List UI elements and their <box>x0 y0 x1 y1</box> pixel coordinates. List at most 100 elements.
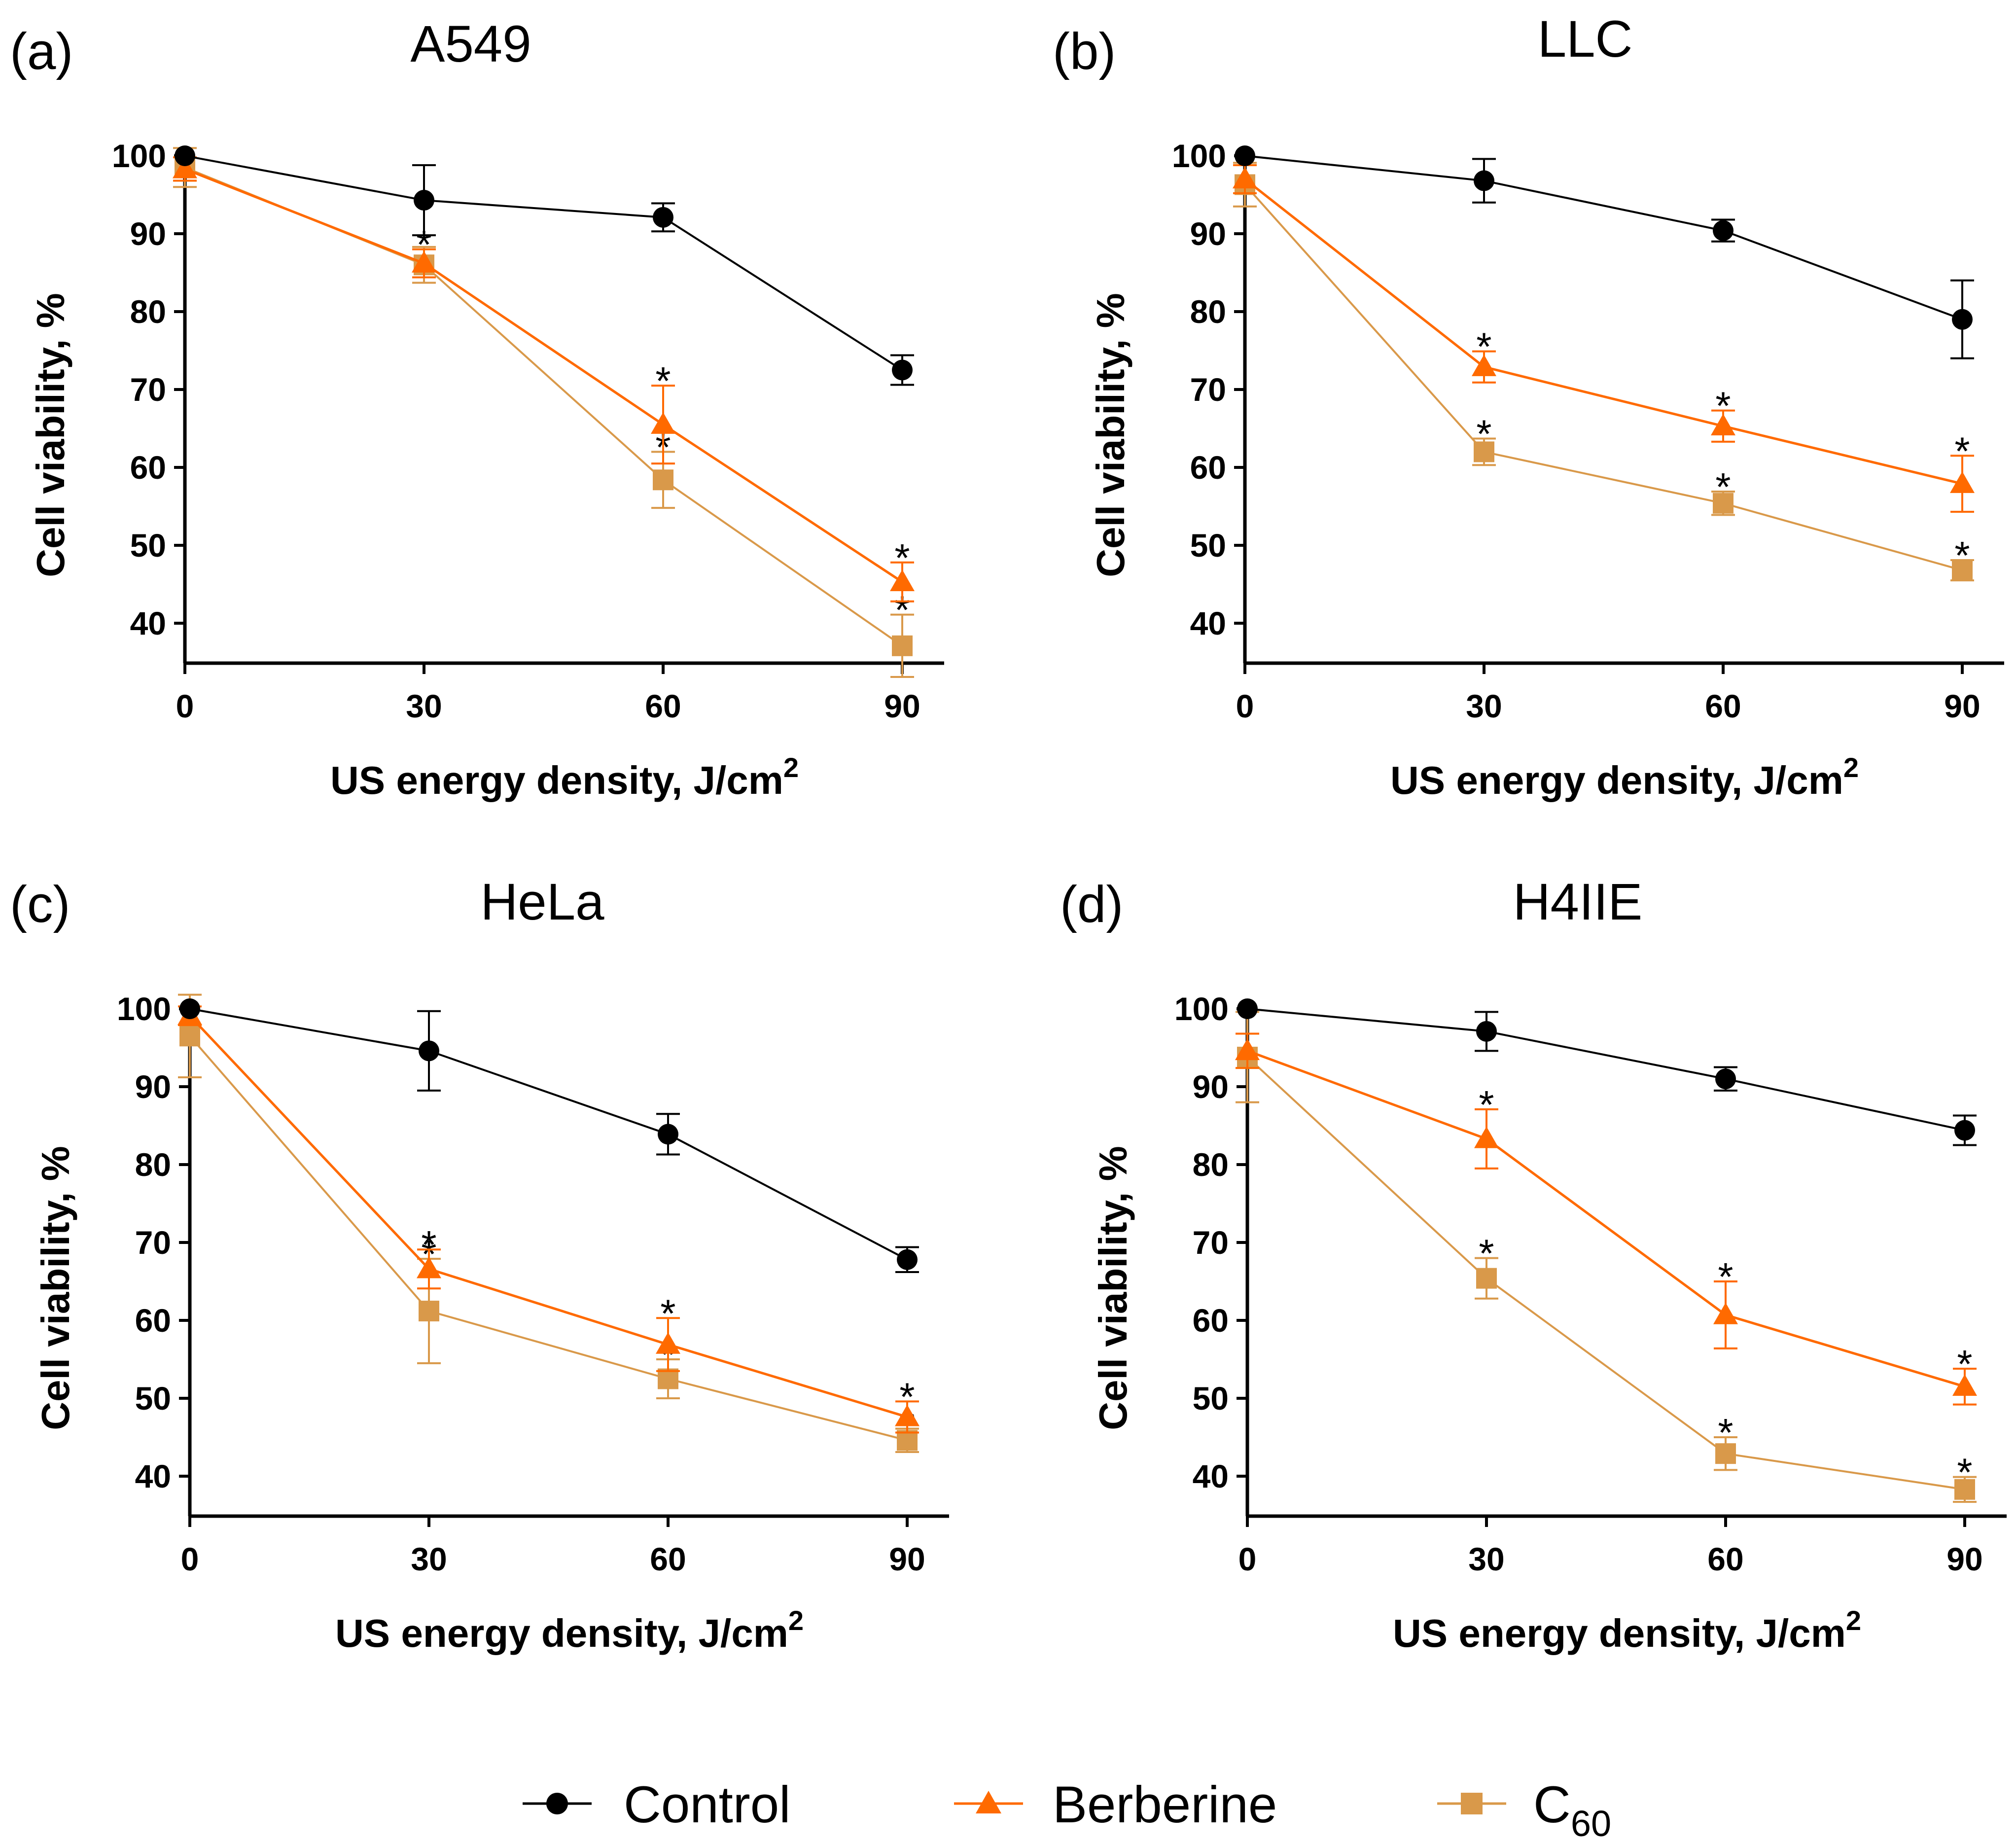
significance-star: * <box>899 1375 915 1418</box>
series-line <box>1247 1049 1965 1388</box>
x-tick-label: 60 <box>1705 688 1741 724</box>
y-tick-label: 40 <box>135 1458 171 1494</box>
x-tick-label: 90 <box>1944 688 1980 724</box>
data-point <box>895 1404 920 1426</box>
data-point <box>1235 1038 1260 1061</box>
data-point <box>179 1026 200 1047</box>
data-point <box>653 469 673 491</box>
data-point <box>890 569 915 592</box>
panel-llc: (b) LLC 40 50 60 70 80 90 100 0 30 60 90 US energy de… <box>1053 10 2004 802</box>
series-c60: * * * <box>1233 162 1974 582</box>
panel-label: (c) <box>10 876 70 933</box>
y-tick-label: 50 <box>1193 1380 1229 1417</box>
significance-star: * <box>1957 1342 1972 1386</box>
significance-star: * <box>655 359 671 403</box>
x-axis-label: US energy density, J/cm2 <box>335 1605 804 1655</box>
series-control <box>179 998 919 1274</box>
series-line <box>184 166 903 647</box>
y-tick-label: 50 <box>130 527 166 564</box>
data-point <box>1952 309 1973 330</box>
series-line <box>1244 178 1963 485</box>
x-axis-label: US energy density, J/cm2 <box>330 752 799 802</box>
series-line <box>189 1035 908 1442</box>
data-point <box>1235 145 1255 166</box>
data-point <box>892 359 913 381</box>
data-point <box>179 998 200 1019</box>
data-point <box>1715 1068 1736 1090</box>
y-tick-label: 60 <box>1193 1302 1229 1339</box>
legend: Control Berberine C60 <box>523 1776 1611 1844</box>
significance-star: * <box>1715 384 1731 428</box>
panel-label: (a) <box>10 23 73 80</box>
data-point <box>1237 998 1258 1019</box>
data-point <box>1472 355 1496 376</box>
series-berberine: *** <box>177 1003 920 1434</box>
data-point <box>1713 220 1733 241</box>
data-point <box>653 207 673 228</box>
significance-star: * <box>1954 429 1970 473</box>
x-tick-label: 30 <box>406 688 442 724</box>
significance-star: * <box>1479 1232 1494 1276</box>
significance-star: * <box>1476 325 1491 369</box>
significance-star: * <box>894 536 910 580</box>
y-tick-label: 100 <box>1174 991 1229 1027</box>
y-tick-label: 60 <box>130 449 166 486</box>
y-tick-label: 90 <box>130 215 166 252</box>
data-point <box>1952 1374 1977 1396</box>
data-point <box>1233 167 1257 189</box>
significance-star: * <box>1718 1411 1733 1454</box>
y-tick-label: 50 <box>135 1380 171 1417</box>
series-control <box>1235 145 1974 359</box>
panel-title: H4IIE <box>1513 873 1643 931</box>
x-tick-label: 0 <box>176 688 194 724</box>
panel-hela: (c) HeLa 40 50 60 70 80 90 100 0 30 60 90 US energy d… <box>10 873 949 1655</box>
x-tick-label: 60 <box>650 1541 686 1577</box>
series-control <box>175 145 914 386</box>
panel-h4iie: (d) H4IIE 40 50 60 70 80 90 100 0 30 60 90 US energy … <box>1060 873 2007 1655</box>
series-line <box>189 1015 908 1418</box>
significance-star: * <box>1718 1255 1733 1299</box>
y-tick-label: 40 <box>130 605 166 641</box>
y-axis-label: Cell viability, % <box>1089 293 1132 577</box>
data-point <box>892 635 913 656</box>
data-point <box>656 1332 680 1354</box>
y-tick-label: 100 <box>1172 138 1226 174</box>
legend-label-subscript: 60 <box>1571 1803 1611 1844</box>
series-c60: ** <box>173 147 914 678</box>
significance-star: * <box>1954 533 1970 577</box>
x-tick-label: 30 <box>411 1541 447 1577</box>
series-c60: * * * <box>178 993 919 1454</box>
data-point <box>1713 493 1733 514</box>
series-control <box>1237 998 1977 1146</box>
data-point <box>897 1249 918 1270</box>
data-point <box>1474 441 1494 462</box>
legend-label: Control <box>624 1776 790 1834</box>
x-tick-label: 0 <box>181 1541 199 1577</box>
x-tick-label: 60 <box>1707 1541 1743 1577</box>
data-point <box>1474 1126 1499 1148</box>
y-tick-label: 100 <box>117 991 171 1027</box>
data-point <box>1711 414 1735 436</box>
data-point <box>1713 1302 1738 1324</box>
significance-star: * <box>1957 1451 1972 1494</box>
x-tick-label: 30 <box>1466 688 1502 724</box>
y-tick-label: 40 <box>1190 605 1226 641</box>
y-axis-label: Cell viability, % <box>29 293 72 577</box>
data-point <box>175 145 195 166</box>
panel-title: HeLa <box>480 873 604 931</box>
x-axis-label-superscript: 2 <box>1846 1605 1861 1636</box>
y-tick-label: 70 <box>130 371 166 408</box>
y-tick-label: 80 <box>130 293 166 330</box>
data-point <box>658 1124 678 1145</box>
x-tick-label: 90 <box>884 688 920 724</box>
data-point <box>419 1301 439 1322</box>
series-berberine: * * * <box>1235 1032 1977 1406</box>
x-tick-label: 60 <box>645 688 681 724</box>
x-axis-label-superscript: 2 <box>788 1605 804 1636</box>
panel-label: (b) <box>1053 23 1116 80</box>
legend-label: C60 <box>1533 1776 1611 1844</box>
y-tick-label: 70 <box>135 1224 171 1261</box>
series-berberine: *** <box>173 156 915 603</box>
x-tick-label: 0 <box>1236 688 1254 724</box>
